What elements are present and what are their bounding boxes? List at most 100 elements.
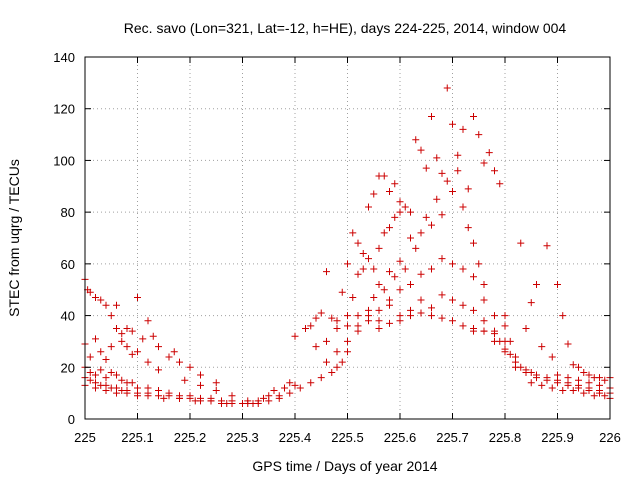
data-point bbox=[449, 317, 456, 325]
data-point bbox=[564, 374, 572, 382]
data-point bbox=[123, 325, 131, 332]
data-point bbox=[569, 387, 577, 395]
data-point bbox=[144, 392, 152, 400]
data-point bbox=[176, 358, 183, 366]
data-point bbox=[328, 368, 336, 376]
data-point bbox=[449, 120, 456, 128]
data-point bbox=[391, 213, 399, 221]
data-point bbox=[118, 330, 126, 338]
data-points bbox=[81, 84, 614, 407]
data-point bbox=[380, 286, 388, 294]
data-point bbox=[464, 185, 472, 193]
data-point bbox=[155, 366, 162, 374]
data-point bbox=[564, 340, 572, 348]
data-point bbox=[543, 376, 551, 384]
data-point bbox=[543, 242, 551, 250]
data-point bbox=[412, 136, 420, 144]
data-point bbox=[86, 288, 94, 296]
data-point bbox=[470, 306, 477, 314]
data-point bbox=[407, 312, 414, 320]
data-point bbox=[575, 384, 582, 392]
data-point bbox=[417, 270, 425, 278]
data-point bbox=[585, 379, 593, 387]
data-point bbox=[470, 327, 477, 335]
data-point bbox=[197, 371, 204, 379]
data-point bbox=[307, 379, 315, 387]
data-point bbox=[601, 376, 609, 384]
y-tick-label: 0 bbox=[68, 412, 75, 427]
data-point bbox=[575, 363, 582, 371]
y-tick-label: 100 bbox=[53, 153, 75, 168]
data-point bbox=[128, 350, 136, 358]
data-point bbox=[155, 392, 162, 400]
data-point bbox=[438, 211, 446, 219]
data-point bbox=[134, 348, 141, 356]
data-point bbox=[575, 376, 582, 384]
data-point bbox=[470, 112, 477, 120]
data-point bbox=[359, 265, 367, 273]
data-point bbox=[365, 255, 372, 263]
data-point bbox=[265, 397, 273, 405]
data-point bbox=[580, 389, 588, 397]
data-point bbox=[312, 314, 320, 322]
data-point bbox=[480, 281, 488, 289]
data-point bbox=[548, 353, 556, 361]
data-point bbox=[554, 281, 561, 289]
data-point bbox=[128, 327, 136, 335]
grid-lines bbox=[85, 57, 610, 419]
data-point bbox=[123, 389, 131, 397]
data-point bbox=[123, 343, 131, 351]
data-point bbox=[522, 368, 530, 376]
x-tick-label: 225.3 bbox=[226, 430, 259, 445]
data-point bbox=[438, 169, 446, 177]
data-point bbox=[401, 265, 409, 273]
data-point bbox=[113, 389, 120, 397]
data-point bbox=[134, 293, 141, 301]
data-point bbox=[338, 358, 346, 366]
x-tick-label: 225.6 bbox=[384, 430, 417, 445]
data-point bbox=[527, 299, 535, 307]
data-point bbox=[86, 368, 94, 376]
data-point bbox=[501, 348, 509, 356]
data-point bbox=[433, 195, 441, 203]
data-point bbox=[601, 392, 609, 400]
data-point bbox=[344, 337, 351, 345]
data-point bbox=[417, 146, 425, 154]
data-point bbox=[443, 84, 451, 92]
data-point bbox=[354, 327, 362, 335]
data-point bbox=[149, 332, 157, 340]
y-tick-label: 60 bbox=[61, 257, 75, 272]
data-point bbox=[396, 208, 404, 216]
data-point bbox=[97, 296, 105, 304]
data-point bbox=[139, 335, 147, 343]
data-point bbox=[596, 374, 603, 382]
data-point bbox=[585, 371, 593, 379]
data-point bbox=[144, 317, 152, 325]
data-point bbox=[375, 244, 383, 252]
data-point bbox=[569, 361, 577, 369]
data-point bbox=[97, 348, 105, 356]
data-point bbox=[223, 399, 231, 407]
data-point bbox=[92, 293, 99, 301]
y-axis-label: STEC from uqrg / TECUs bbox=[6, 159, 22, 317]
data-point bbox=[585, 387, 593, 395]
data-point bbox=[370, 190, 378, 198]
data-point bbox=[559, 312, 567, 320]
x-tick-label: 225.9 bbox=[541, 430, 574, 445]
data-point bbox=[506, 337, 514, 345]
data-point bbox=[380, 229, 388, 237]
data-point bbox=[459, 301, 467, 309]
data-point bbox=[422, 164, 430, 172]
data-point bbox=[92, 384, 99, 392]
y-tick-label: 140 bbox=[53, 50, 75, 65]
data-point bbox=[338, 288, 346, 296]
data-point bbox=[128, 379, 136, 387]
data-point bbox=[386, 301, 393, 309]
data-point bbox=[370, 265, 378, 273]
data-point bbox=[491, 167, 498, 175]
data-point bbox=[386, 187, 393, 195]
data-point bbox=[118, 337, 126, 345]
data-point bbox=[596, 381, 603, 389]
data-point bbox=[349, 293, 357, 301]
data-point bbox=[533, 374, 540, 382]
